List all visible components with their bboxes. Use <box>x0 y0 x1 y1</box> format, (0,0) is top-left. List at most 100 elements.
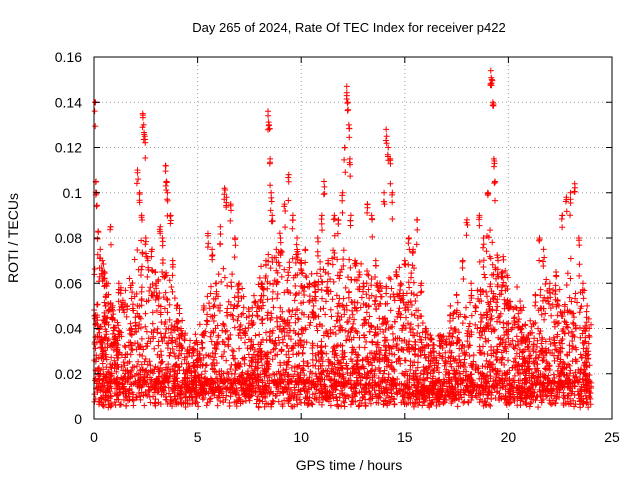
data-point <box>261 371 268 378</box>
data-point <box>511 372 518 379</box>
data-point <box>350 364 357 371</box>
data-point <box>511 345 518 352</box>
data-point <box>571 382 578 389</box>
data-point <box>298 365 305 372</box>
data-point <box>504 274 511 281</box>
data-point <box>472 302 479 309</box>
data-point <box>273 246 280 253</box>
data-point <box>555 363 562 370</box>
data-point <box>127 342 134 349</box>
data-point <box>478 298 485 305</box>
data-point <box>218 353 225 360</box>
data-point <box>236 345 243 352</box>
data-point <box>128 325 135 332</box>
data-point <box>373 399 380 406</box>
data-point <box>167 212 174 219</box>
data-point <box>210 295 217 302</box>
data-point <box>567 212 574 219</box>
data-point <box>426 394 433 401</box>
data-point <box>217 231 224 238</box>
data-point <box>407 298 414 305</box>
data-point <box>105 404 112 411</box>
data-point <box>349 394 356 401</box>
data-point <box>416 333 423 340</box>
data-point <box>183 360 190 367</box>
data-point <box>361 344 368 351</box>
data-point <box>255 364 262 371</box>
data-point <box>167 349 174 356</box>
data-point <box>577 370 584 377</box>
data-point <box>480 263 487 270</box>
data-point <box>437 337 444 344</box>
data-point <box>500 279 507 286</box>
data-point <box>319 397 326 404</box>
data-point <box>293 251 300 258</box>
data-point <box>491 327 498 334</box>
data-point <box>363 372 370 379</box>
data-point <box>284 286 291 293</box>
data-point <box>422 329 429 336</box>
data-point <box>279 401 286 408</box>
data-point <box>284 362 291 369</box>
data-point <box>105 397 112 404</box>
data-point <box>164 309 171 316</box>
data-point <box>547 305 554 312</box>
data-point <box>410 291 417 298</box>
data-point <box>233 385 240 392</box>
data-point <box>294 256 301 263</box>
data-point <box>192 384 199 391</box>
data-point <box>494 318 501 325</box>
data-point <box>166 352 173 359</box>
data-point <box>91 398 98 405</box>
data-point <box>277 313 284 320</box>
data-point <box>295 386 302 393</box>
data-point <box>532 292 539 299</box>
data-point <box>186 401 193 408</box>
data-point <box>387 160 394 167</box>
data-point <box>397 297 404 304</box>
data-point <box>353 380 360 387</box>
data-point <box>360 288 367 295</box>
data-point <box>94 301 101 308</box>
data-point <box>286 259 293 266</box>
data-point <box>160 334 167 341</box>
data-point <box>115 298 122 305</box>
data-point <box>578 303 585 310</box>
data-point <box>357 382 364 389</box>
data-point <box>107 381 114 388</box>
data-point <box>403 290 410 297</box>
data-point <box>332 331 339 338</box>
data-point <box>487 227 494 234</box>
data-point <box>439 353 446 360</box>
data-point <box>489 77 496 84</box>
data-point <box>223 204 230 211</box>
data-point <box>196 321 203 328</box>
data-point <box>235 332 242 339</box>
data-point <box>129 347 136 354</box>
data-point <box>572 369 579 376</box>
data-point <box>94 368 101 375</box>
data-point <box>488 272 495 279</box>
data-point <box>399 393 406 400</box>
data-point <box>347 356 354 363</box>
data-point <box>511 397 518 404</box>
data-point <box>447 302 454 309</box>
data-point <box>482 363 489 370</box>
data-point <box>391 297 398 304</box>
data-point <box>164 379 171 386</box>
data-point <box>163 325 170 332</box>
data-point <box>356 370 363 377</box>
data-point <box>241 390 248 397</box>
data-point <box>285 400 292 407</box>
data-point <box>372 326 379 333</box>
data-point <box>145 388 152 395</box>
data-point <box>475 369 482 376</box>
data-point <box>332 371 339 378</box>
data-point <box>527 317 534 324</box>
data-point <box>184 367 191 374</box>
data-point <box>484 311 491 318</box>
data-point <box>477 286 484 293</box>
data-point <box>406 372 413 379</box>
data-point <box>222 186 229 193</box>
data-point <box>558 215 565 222</box>
